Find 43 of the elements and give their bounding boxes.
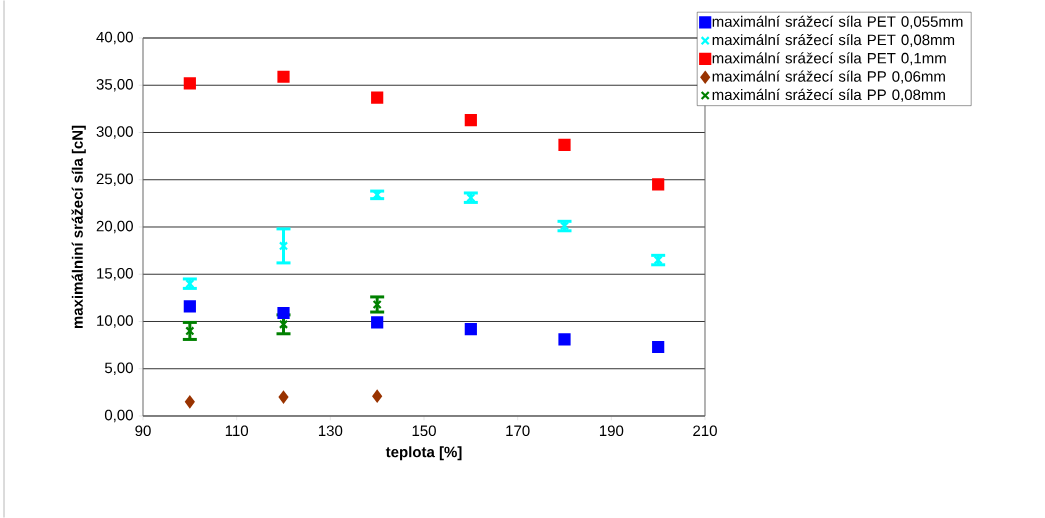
x-tick-label: 170	[506, 425, 530, 437]
point	[372, 390, 383, 403]
point	[652, 340, 665, 354]
x-tick-label: 150	[412, 425, 436, 437]
y-axis-title: maximálniní srážecí síla [cN]	[71, 125, 86, 329]
point	[185, 326, 195, 336]
y-tick-label: 40,00	[96, 31, 133, 45]
y-tick-label: 0,00	[104, 409, 133, 423]
point	[652, 178, 665, 191]
point	[183, 300, 196, 313]
legend-label: maximální srážecí síla PET 0,055mm	[712, 15, 963, 29]
legend-label: maximální srážecí síla PET 0,1mm	[712, 52, 946, 66]
point	[464, 322, 477, 336]
x-tick-label: 190	[599, 425, 624, 437]
legend-label: maximální srážecí síla PP 0,06mm	[712, 70, 945, 84]
point	[371, 316, 384, 329]
y-tick-label: 15,00	[97, 268, 133, 281]
point	[277, 306, 290, 320]
point	[278, 390, 289, 404]
x-tick-label: 90	[135, 425, 151, 437]
point	[558, 138, 571, 151]
point	[371, 91, 384, 104]
y-tick-label: 25,00	[96, 173, 133, 186]
legend-label: maximální srážecí síla PP 0,08mm	[712, 88, 945, 102]
y-tick-label: 20,00	[96, 220, 133, 234]
point	[278, 319, 289, 329]
y-tick-label: 35,00	[96, 79, 133, 92]
x-tick-label: 130	[318, 425, 343, 437]
point	[558, 333, 571, 346]
y-tick-label: 10,00	[97, 315, 133, 328]
legend-label: maximální srážecí síla PET 0,08mm	[712, 33, 955, 47]
point	[184, 395, 195, 408]
y-tick-label: 5,00	[104, 362, 133, 375]
x-axis-title: teplota [%]	[385, 446, 462, 461]
point	[277, 70, 290, 83]
point	[464, 114, 477, 127]
point	[183, 77, 196, 90]
x-tick-label: 110	[225, 425, 249, 437]
y-tick-label: 30,00	[96, 126, 133, 139]
point	[372, 299, 382, 310]
x-tick-label: 210	[693, 425, 717, 437]
point	[278, 241, 289, 251]
point	[653, 255, 663, 265]
